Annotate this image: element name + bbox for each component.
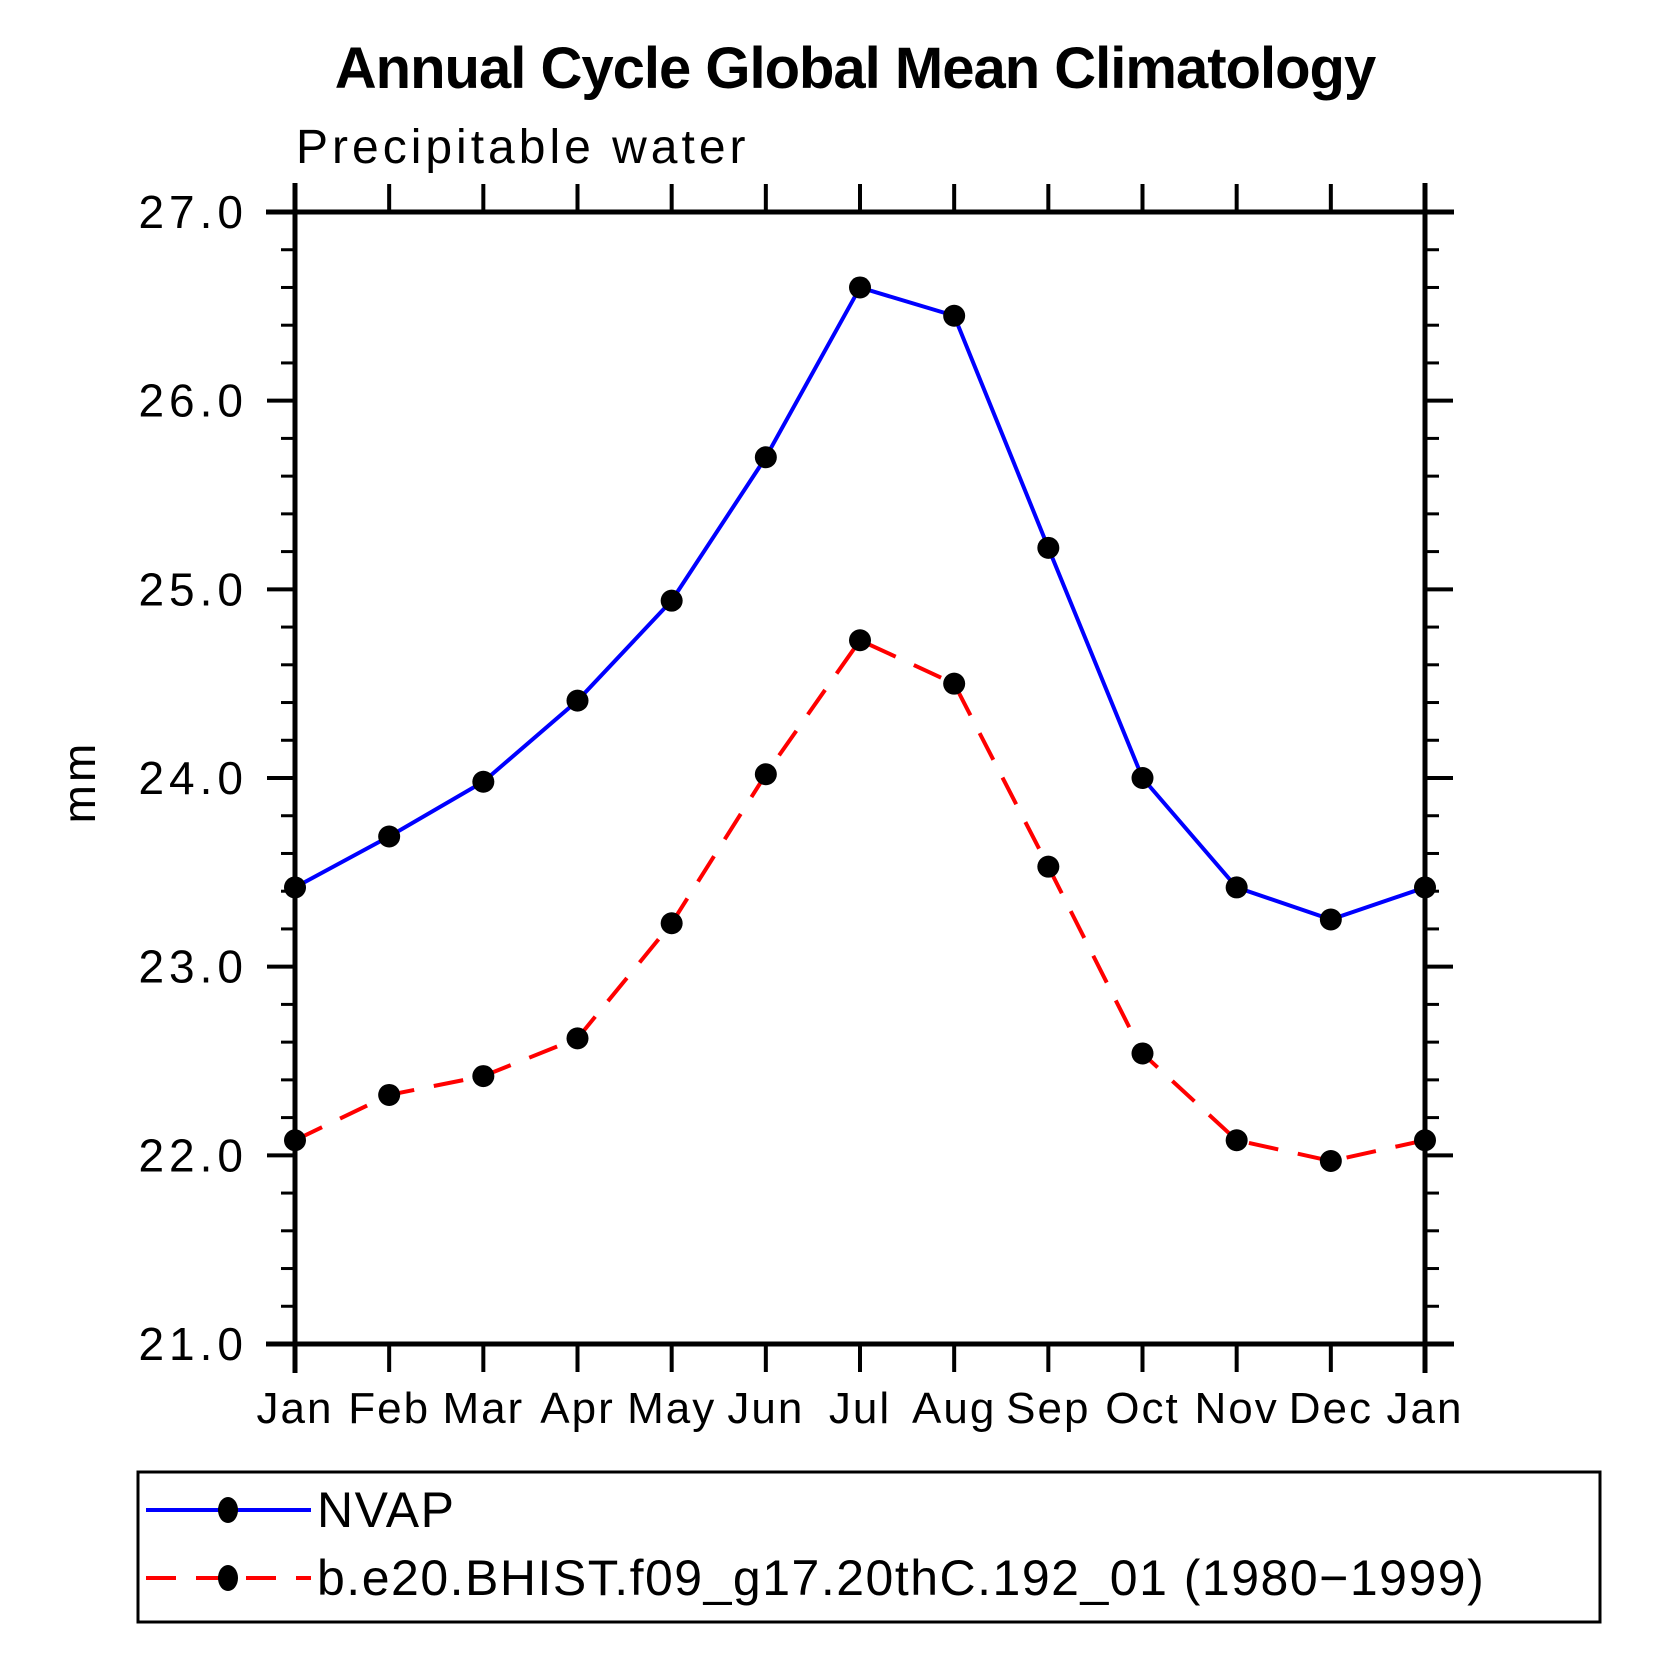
data-point [472,770,495,793]
x-tick-label: Mar [442,1384,524,1433]
data-point [1131,1042,1154,1065]
data-point [849,629,871,652]
data-point [1037,536,1060,559]
x-tick-label: Jun [727,1384,804,1433]
data-point [1225,1129,1248,1152]
x-tick-label: Nov [1195,1384,1279,1433]
y-tick-label: 24.0 [138,752,248,804]
legend-label-model: b.e20.BHIST.f09_g17.20thC.192_01 (1980−1… [317,1550,1485,1606]
x-tick-label: Jan [257,1384,334,1433]
legend-marker-dot [218,1565,238,1591]
y-tick-label: 22.0 [138,1129,248,1181]
legend-box [136,1470,1602,1624]
data-point [943,672,966,695]
legend-item-model: b.e20.BHIST.f09_g17.20thC.192_01 (1980−1… [146,1550,1485,1606]
y-tick-label: 27.0 [138,186,248,238]
legend-label-nvap: NVAP [317,1482,455,1538]
legend-marker-dot [218,1497,238,1523]
data-point [378,1083,401,1106]
x-tick-label: Feb [348,1384,430,1433]
x-tick-label: Sep [1006,1384,1090,1433]
axis-tick-labels: Jan Feb Mar Apr May Jun Jul Aug Sep Oct Nov Dec Jan2… [138,186,1464,1433]
x-tick-label: Apr [540,1384,614,1433]
x-tick-label: Aug [912,1384,996,1433]
chart-subtitle: Precipitable water [296,121,750,174]
data-point [1319,908,1342,931]
x-tick-label: Jan [1387,1384,1464,1433]
legend-item-nvap: NVAP [146,1482,455,1538]
data-point [943,304,966,327]
x-tick-label: Oct [1105,1384,1179,1433]
x-tick-label: Dec [1289,1384,1373,1433]
chart-title: Annual Cycle Global Mean Climatology [335,36,1376,101]
data-point [1131,767,1154,789]
data-series [284,276,1436,1172]
data-point [1414,876,1436,899]
x-tick-label: Jul [829,1384,891,1433]
data-point [1319,1149,1342,1172]
data-point [754,763,777,786]
y-tick-label: 26.0 [138,375,248,427]
data-point [566,1027,589,1050]
x-tick-label: May [627,1384,716,1433]
legend: NVAP b.e20.BHIST.f09_g17.20thC.192_01 (1… [136,1470,1602,1624]
y-tick-label: 23.0 [138,941,248,993]
data-point [660,589,683,612]
data-point [566,689,589,712]
data-point [1414,1129,1436,1152]
data-point [378,825,401,848]
data-point [1225,876,1248,899]
axis-ticks [267,184,1453,1372]
data-point [472,1065,495,1088]
data-point [284,876,306,899]
y-axis-label: mm [53,741,105,824]
y-tick-label: 25.0 [138,563,248,615]
data-point [284,1129,306,1152]
data-point [754,446,777,469]
y-tick-label: 21.0 [138,1318,248,1370]
data-point [660,912,683,935]
data-point [849,276,871,299]
data-point [1037,855,1060,878]
